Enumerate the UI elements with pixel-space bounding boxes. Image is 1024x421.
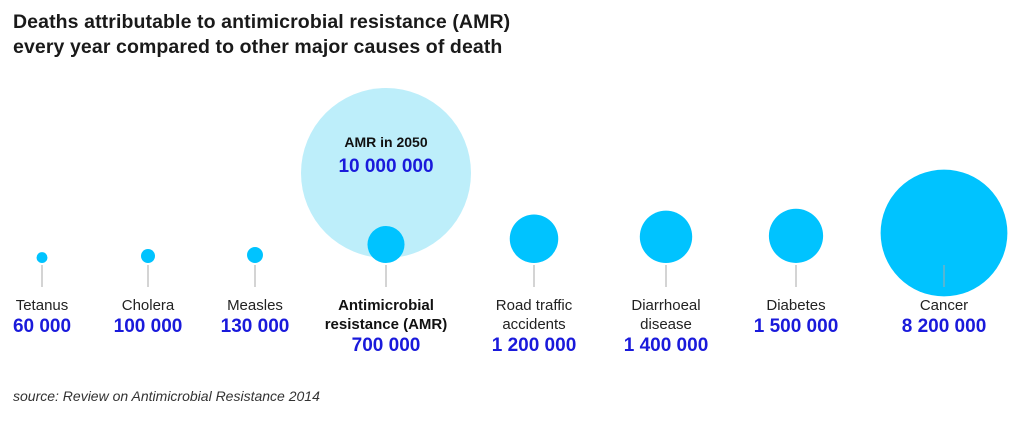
value-cholera: 100 000 [113,316,183,337]
chart-title-line-2: every year compared to other major cause… [13,36,503,58]
projection-value: 10 000 000 [338,156,433,177]
bubble-diarrhoeal-disease [639,210,693,263]
label-tetanus: Tetanus [0,296,127,315]
chart-title-line-1: Deaths attributable to antimicrobial res… [13,11,511,33]
bubble-diabetes [768,208,824,263]
value-antimicrobial-resistance-amr: 700 000 [351,335,421,356]
label-antimicrobial-resistance-amr: Antimicrobial resistance (AMR) [301,296,471,334]
label-road-traffic-accidents: Road traffic accidents [449,296,619,334]
label-line: Tetanus [15,297,69,314]
label-line: Antimicrobial [338,297,434,314]
label-cancer: Cancer [859,296,1024,315]
label-line: Road traffic [495,297,573,314]
bubble-tetanus [36,252,48,263]
label-line: Diarrhoeal [631,297,701,314]
value-road-traffic-accidents: 1 200 000 [491,335,577,356]
value-measles: 130 000 [220,316,290,337]
label-diabetes: Diabetes [711,296,881,315]
bubble-road-traffic-accidents [509,214,559,263]
label-line: accidents [502,316,566,333]
bubble-antimicrobial-resistance-amr [367,225,405,263]
label-measles: Measles [170,296,340,315]
bubble-amr-2050 [301,88,471,258]
value-cancer: 8 200 000 [901,316,987,337]
label-line: resistance (AMR) [324,316,448,333]
value-diarrhoeal-disease: 1 400 000 [623,335,709,356]
value-diabetes: 1 500 000 [753,316,839,337]
projection-label: AMR in 2050 [344,134,427,150]
chart-title: Deaths attributable to antimicrobial res… [13,10,510,60]
label-cholera: Cholera [63,296,233,315]
label-line: Cholera [121,297,175,314]
label-diarrhoeal-disease: Diarrhoeal disease [581,296,751,334]
label-line: Measles [227,297,283,314]
label-line: Diabetes [766,297,826,314]
value-tetanus: 60 000 [12,316,72,337]
bubble-measles [247,247,263,263]
label-line: disease [640,316,692,333]
bubble-cholera [141,249,155,263]
bubble-cancer [880,169,1008,297]
source-note: source: Review on Antimicrobial Resistan… [13,388,320,404]
label-line: Cancer [919,297,969,314]
